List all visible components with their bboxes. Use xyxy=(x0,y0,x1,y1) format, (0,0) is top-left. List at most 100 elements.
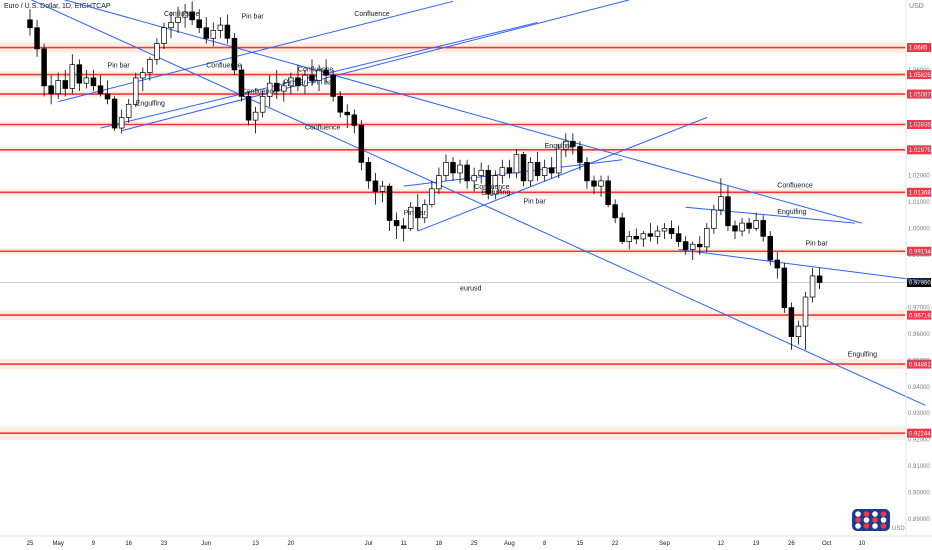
candle-down xyxy=(520,154,527,182)
level-price-label: 1.0685 xyxy=(909,46,928,52)
level-price-label: 0.99134 xyxy=(909,249,931,255)
time-tick-label: 22 xyxy=(612,541,619,547)
candle-up xyxy=(161,27,167,44)
badge-dot xyxy=(863,523,870,529)
badge-dot xyxy=(872,511,878,517)
candle-up xyxy=(281,85,287,92)
level-price-label: 1.01368 xyxy=(909,190,931,196)
candle-down xyxy=(224,24,231,39)
badge-dot xyxy=(880,523,887,529)
badge-dot xyxy=(855,523,861,529)
candle-up xyxy=(316,69,322,81)
trend-line xyxy=(417,117,707,232)
level-price-tag xyxy=(907,310,931,320)
trend-line xyxy=(121,0,631,132)
candle-up xyxy=(802,296,809,327)
price-tick-label: 1.05000 xyxy=(908,94,930,100)
candle-up xyxy=(457,164,463,174)
candle-down xyxy=(41,48,47,87)
candle-down xyxy=(358,125,365,163)
candle-down xyxy=(612,204,618,219)
candle-down xyxy=(732,225,738,232)
candle-down xyxy=(97,85,104,95)
time-tick-label: Jul xyxy=(365,541,373,547)
chart-annotation: Engulfing xyxy=(545,143,574,150)
time-tick-label: 20 xyxy=(288,541,295,547)
candle-up xyxy=(443,162,449,176)
candle-up xyxy=(147,59,153,73)
badge-dot xyxy=(872,517,878,523)
badge-dot xyxy=(880,517,887,523)
level-price-tag xyxy=(907,428,931,438)
price-tick-label: 1.01000 xyxy=(908,200,930,206)
price-tick-label: 0.92000 xyxy=(908,438,930,444)
chart-annotation: Engulfing xyxy=(777,209,806,216)
candle-up xyxy=(471,175,477,182)
time-tick-label: May xyxy=(53,541,64,547)
candle-down xyxy=(111,98,118,129)
candle-up xyxy=(711,209,717,229)
price-tick-label: 0.89000 xyxy=(908,517,930,523)
chart-annotation: Confluence xyxy=(354,11,390,18)
price-tick-label: 1.04000 xyxy=(908,121,930,127)
current-price-tag xyxy=(907,278,931,288)
candle-up xyxy=(809,275,816,298)
candle-down xyxy=(682,241,689,250)
chart-annotation: Confluence xyxy=(206,62,242,69)
candle-down xyxy=(76,64,83,84)
candle-up xyxy=(541,167,548,176)
candle-down xyxy=(351,114,358,126)
level-price-tag xyxy=(907,145,931,155)
candle-up xyxy=(175,16,181,23)
trend-line xyxy=(678,249,926,282)
candle-down xyxy=(386,185,393,221)
chart-annotation: Confluence xyxy=(242,89,278,96)
candle-down xyxy=(90,77,97,87)
candle-up xyxy=(555,148,562,174)
currency-label: USD xyxy=(909,3,924,10)
candle-down xyxy=(196,19,202,29)
candle-up xyxy=(626,235,632,242)
candle-up xyxy=(718,196,724,211)
candle-down xyxy=(774,259,781,269)
price-tick-label: 1.03000 xyxy=(908,147,930,153)
candle-down xyxy=(337,96,343,113)
chart-annotation: Confluence xyxy=(164,11,200,18)
candle-down xyxy=(34,27,40,50)
badge-dot xyxy=(880,511,887,517)
candle-up xyxy=(154,43,160,60)
level-price-label: 1.05087 xyxy=(909,92,931,98)
level-price-tag xyxy=(907,70,931,80)
candle-up xyxy=(422,204,428,219)
chart-annotation: Pin bar xyxy=(284,79,307,86)
candle-down xyxy=(104,93,111,100)
level-price-label: 0.92244 xyxy=(909,431,931,437)
support-resistance-levels: 1.0685 1.05825 1.05087 1.03935 1.02975 1.0136… xyxy=(0,43,931,438)
badge-dot xyxy=(872,523,878,529)
candle-up xyxy=(753,220,759,229)
annotations: Confluence Pin bar Confluence Pin bar Conflu… xyxy=(108,11,878,359)
chart-annotation: Pin bar xyxy=(404,210,427,217)
time-tick-label: 13 xyxy=(252,541,259,547)
level-price-tag xyxy=(907,43,931,53)
time-tick-label: 25 xyxy=(471,541,478,547)
candle-up xyxy=(252,111,259,121)
brand-badge: USD xyxy=(852,509,905,532)
candle-down xyxy=(393,220,400,227)
price-tick-label: 0.93000 xyxy=(908,411,930,417)
level-price-tag xyxy=(907,246,931,256)
chart-annotation: Pin bar xyxy=(108,62,131,69)
time-tick-label: Aug xyxy=(504,541,515,547)
price-tick-label: 0.97000 xyxy=(908,306,930,312)
candle-down xyxy=(450,162,456,174)
candle-up xyxy=(492,175,499,195)
chart-annotation: Pin bar xyxy=(242,13,265,20)
candle-up xyxy=(288,77,294,87)
candle-up xyxy=(598,180,604,187)
trend-lines xyxy=(30,0,926,406)
candle-down xyxy=(548,167,555,174)
chart-annotation: Engulfing xyxy=(848,351,877,358)
candle-up xyxy=(640,233,647,240)
candle-down xyxy=(506,167,513,174)
